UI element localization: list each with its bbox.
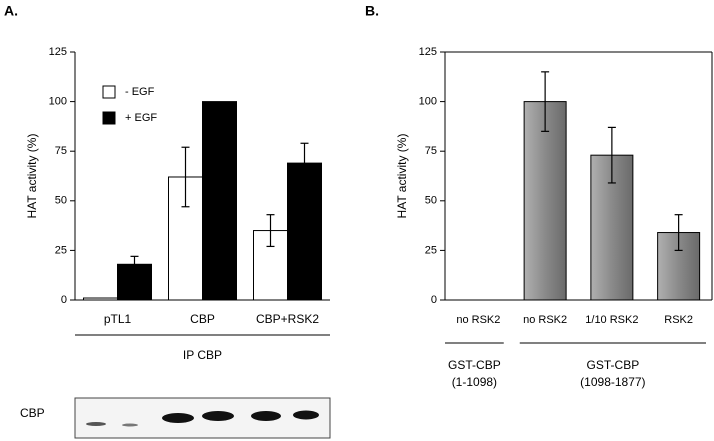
blot-band	[251, 411, 281, 421]
blot-band	[202, 411, 234, 421]
y-axis-label: HAT activity (%)	[25, 134, 39, 219]
y-tick-label: 125	[419, 46, 437, 58]
blot-band	[86, 422, 106, 426]
x-tick-label: no RSK2	[456, 314, 500, 326]
x-tick-label: no RSK2	[523, 314, 567, 326]
bar	[83, 297, 118, 301]
legend-swatch	[102, 111, 116, 125]
x-tick-label: CBP+RSK2	[256, 312, 319, 326]
western-blot	[74, 397, 331, 439]
bar	[523, 101, 567, 301]
y-tick-label: 75	[55, 145, 67, 157]
y-tick-label: 125	[49, 46, 67, 58]
x-tick-label: CBP	[190, 312, 215, 326]
group-label: (1-1098)	[452, 375, 497, 389]
legend-label: - EGF	[125, 86, 155, 98]
blot-band	[122, 423, 138, 427]
legend-label: + EGF	[125, 112, 157, 124]
y-tick-label: 25	[425, 244, 437, 256]
bar	[287, 162, 322, 301]
group-label: IP CBP	[183, 348, 222, 362]
x-tick-label: RSK2	[664, 314, 693, 326]
y-tick-label: 100	[49, 96, 67, 108]
y-tick-label: 0	[431, 294, 437, 306]
panel-label: A.	[4, 3, 18, 19]
group-label: GST-CBP	[587, 358, 640, 372]
y-tick-label: 50	[425, 195, 437, 207]
x-tick-label: pTL1	[104, 312, 132, 326]
bar	[202, 101, 237, 301]
x-tick-label: 1/10 RSK2	[585, 314, 638, 326]
y-axis-label: HAT activity (%)	[395, 134, 409, 219]
blot-frame	[74, 397, 331, 439]
panel-label: B.	[365, 3, 379, 19]
y-tick-label: 75	[425, 145, 437, 157]
y-tick-label: 100	[419, 96, 437, 108]
y-tick-label: 0	[61, 294, 67, 306]
blot-label: CBP	[20, 406, 45, 420]
legend-swatch	[102, 85, 116, 99]
y-tick-label: 25	[55, 244, 67, 256]
group-label: GST-CBP	[448, 358, 501, 372]
y-tick-label: 50	[55, 195, 67, 207]
group-label: (1098-1877)	[580, 375, 645, 389]
blot-band	[293, 410, 319, 420]
blot-band	[162, 413, 194, 423]
